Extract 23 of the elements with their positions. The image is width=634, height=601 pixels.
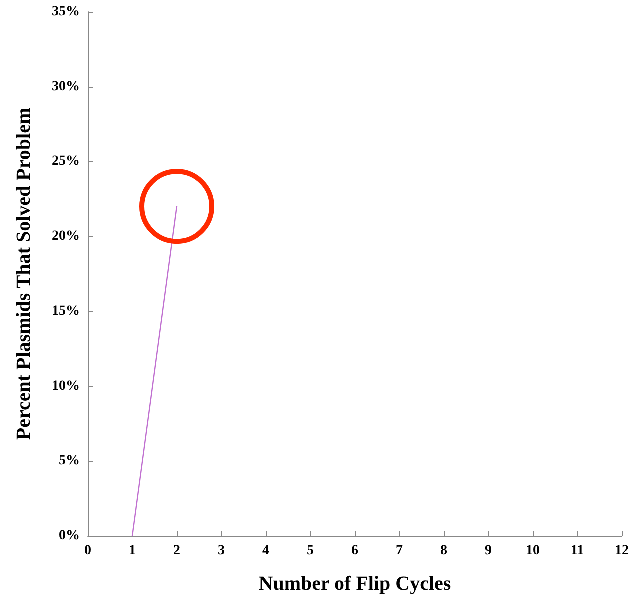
y-tick-label: 35% xyxy=(52,4,80,20)
x-tick-label: 12 xyxy=(615,544,629,558)
y-tick-label: 30% xyxy=(52,79,80,94)
y-tick-label: 5% xyxy=(59,454,80,469)
x-axis-title: Number of Flip Cycles xyxy=(258,573,452,595)
y-tick-label: 10% xyxy=(52,378,80,394)
x-tick-label: 4 xyxy=(262,544,270,558)
y-axis-title: Percent Plasmids That Solved Problem xyxy=(13,108,35,440)
x-tick-label: 6 xyxy=(352,544,358,558)
x-tick-label: 1 xyxy=(129,544,136,558)
x-tick-label: 8 xyxy=(440,544,448,558)
x-tick-label: 2 xyxy=(174,544,180,558)
y-tick-label: 15% xyxy=(52,304,80,319)
x-tick-label: 0 xyxy=(84,544,92,558)
y-tick-label: 25% xyxy=(52,154,80,170)
x-tick-label: 3 xyxy=(218,544,225,558)
x-tick-label: 5 xyxy=(307,544,314,558)
x-tick-label: 11 xyxy=(570,544,584,558)
x-tick-label: 9 xyxy=(485,544,492,558)
y-tick-label: 20% xyxy=(52,229,80,244)
x-tick-label: 7 xyxy=(396,544,403,558)
y-tick-label: 0% xyxy=(59,528,80,544)
x-tick-label: 10 xyxy=(526,544,540,558)
